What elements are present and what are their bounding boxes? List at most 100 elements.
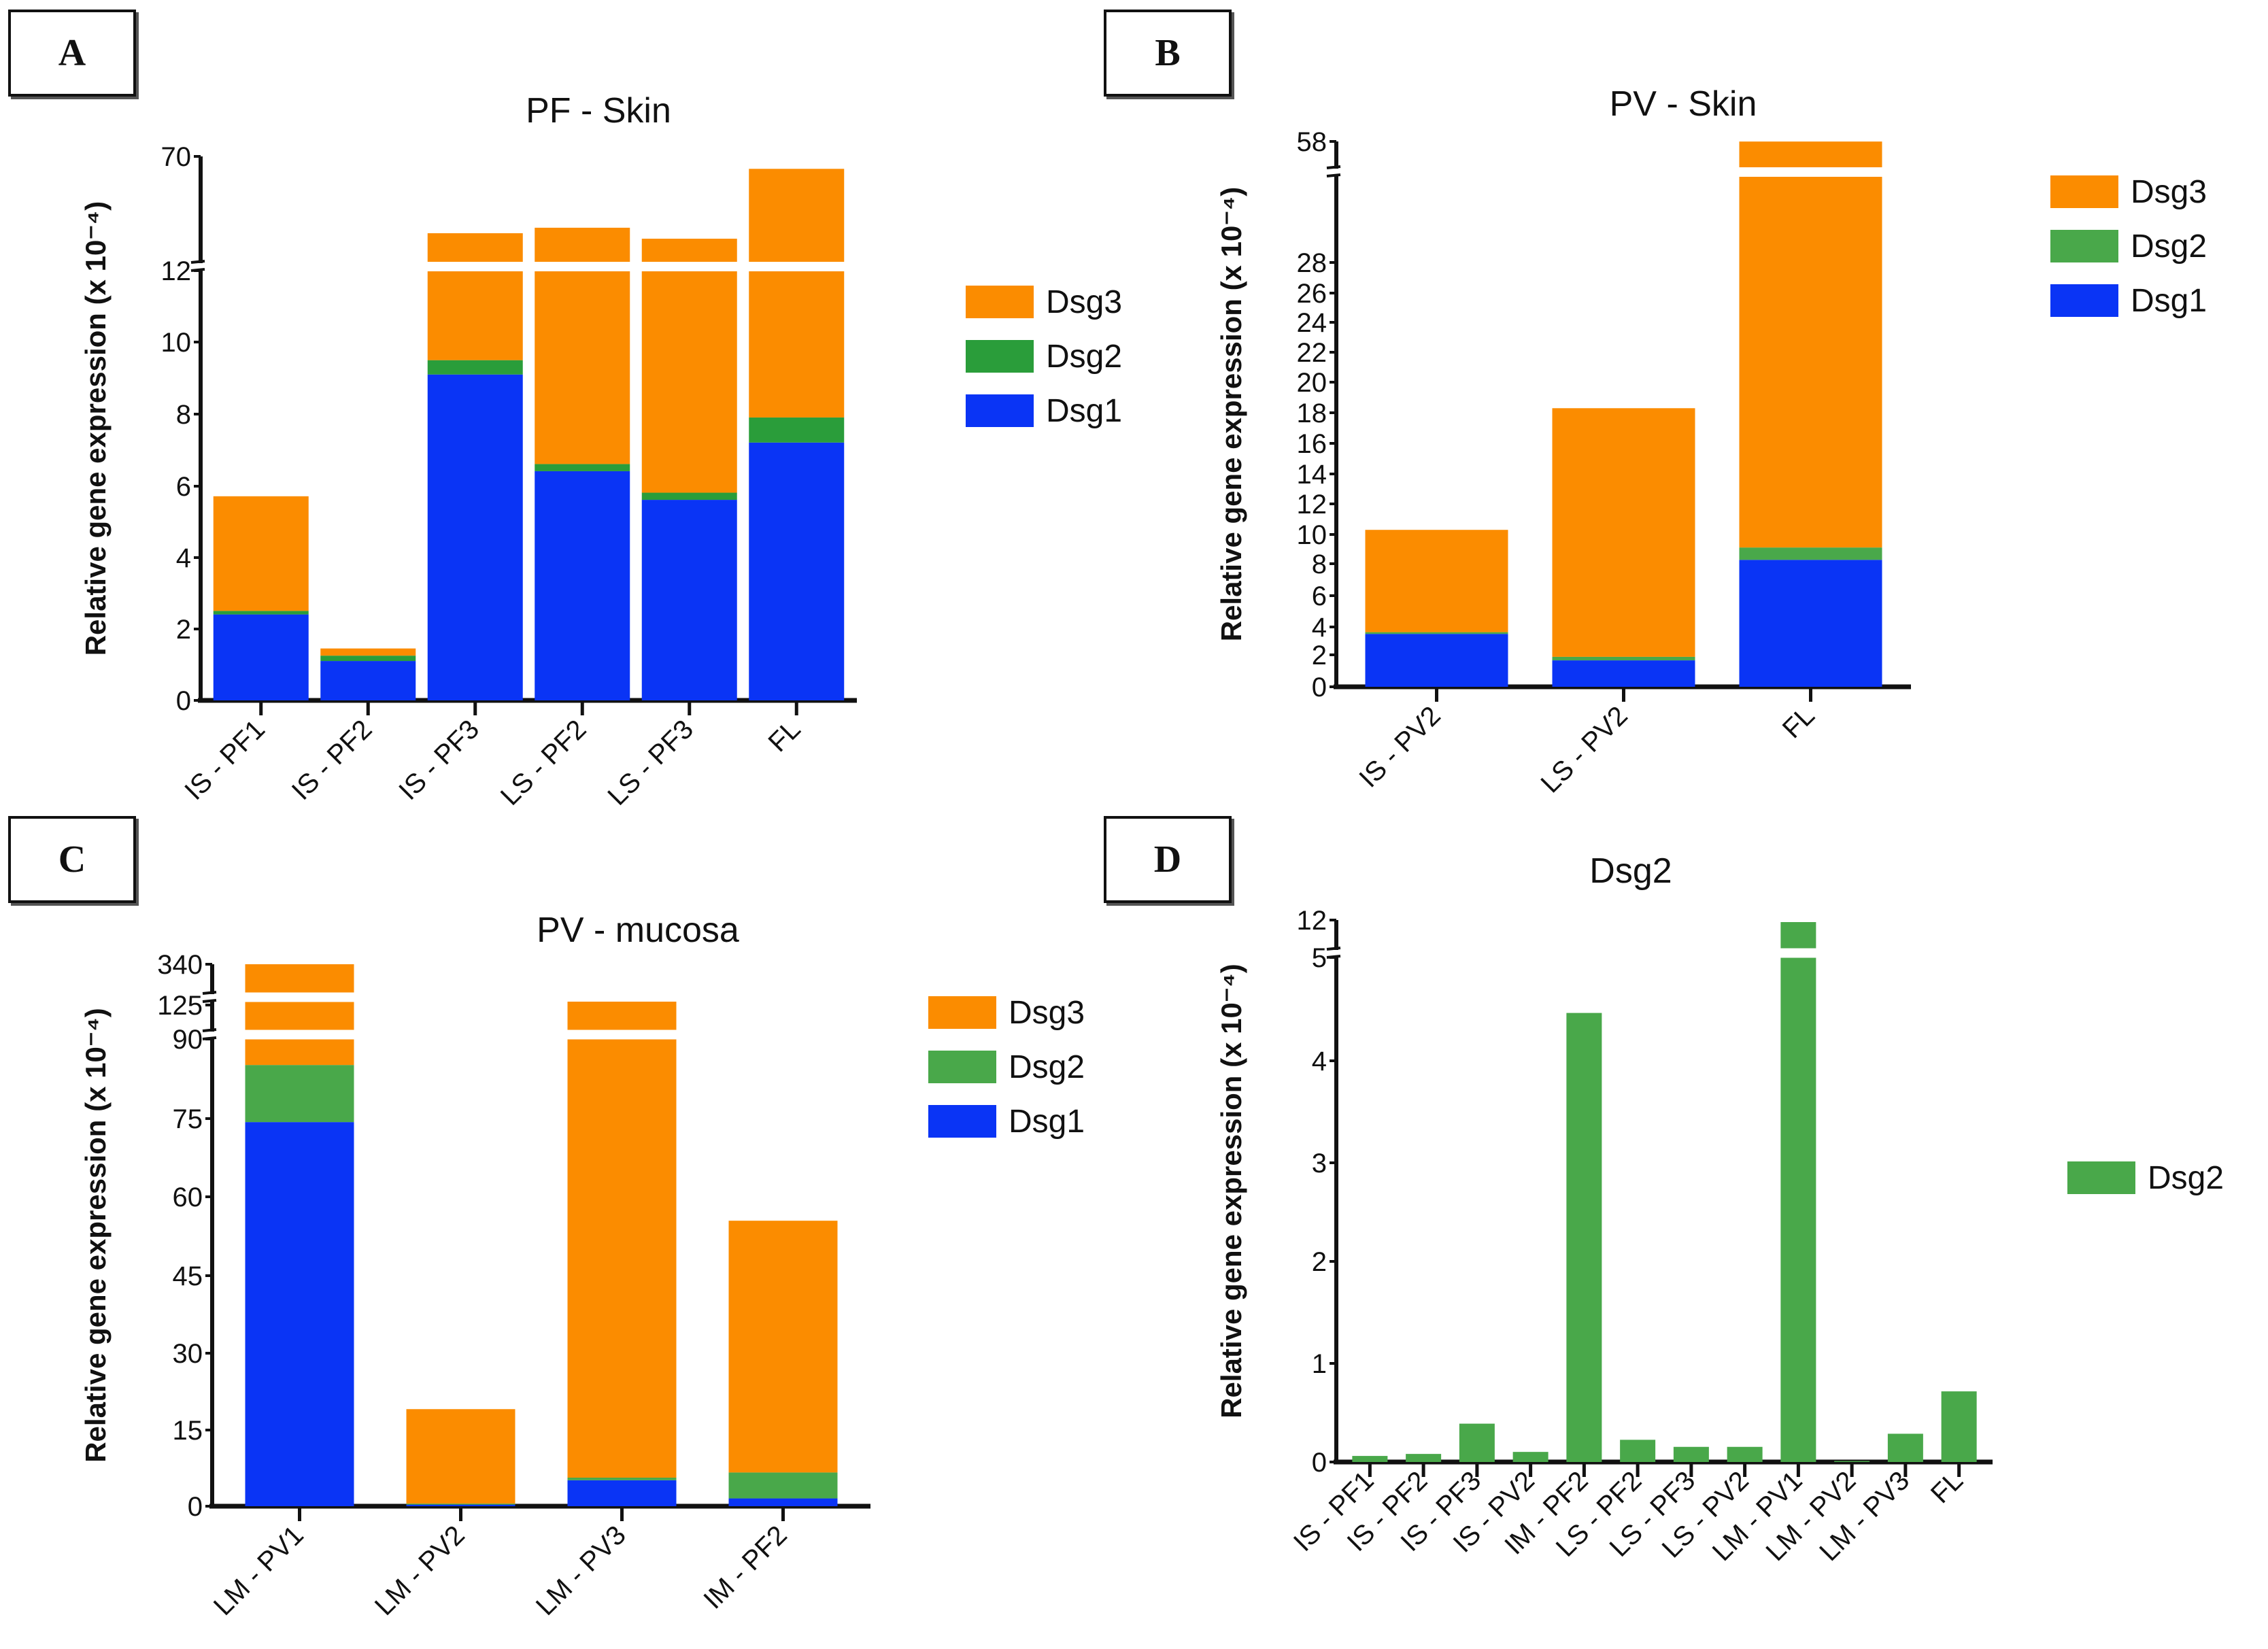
bar-segment-dsg3 bbox=[641, 239, 737, 493]
bar-segment-dsg1 bbox=[427, 374, 523, 700]
y-tick-label: 30 bbox=[173, 1339, 203, 1369]
legend-swatch-dsg2 bbox=[966, 340, 1034, 373]
bar-segment-dsg1 bbox=[1739, 560, 1882, 687]
bar-segment-dsg2 bbox=[245, 1065, 354, 1123]
bar-segment-dsg3 bbox=[320, 648, 416, 656]
legend-swatch-dsg1 bbox=[2050, 284, 2118, 317]
y-tick-label: 12 bbox=[1297, 906, 1327, 936]
x-tick-label: LS - PF3 bbox=[602, 714, 699, 811]
axis-break-mark bbox=[1326, 165, 1341, 169]
bar-break-gap bbox=[747, 262, 846, 271]
bar-segment-dsg3 bbox=[728, 1221, 838, 1473]
y-tick-label: 4 bbox=[1312, 1047, 1327, 1076]
bar-segment-dsg1 bbox=[1552, 660, 1695, 687]
y-tick-label: 8 bbox=[176, 400, 191, 430]
axis-break-mark bbox=[190, 260, 205, 264]
bar-segment-dsg3 bbox=[213, 496, 309, 611]
panel-label-d: D bbox=[1104, 816, 1232, 903]
bar-segment-dsg3 bbox=[1739, 141, 1882, 548]
y-tick-label: 6 bbox=[1312, 581, 1327, 611]
bar-segment-dsg2 bbox=[641, 492, 737, 500]
bar-segment-dsg2 bbox=[1673, 1446, 1709, 1462]
y-tick-label: 5 bbox=[1312, 943, 1327, 973]
bar-segment-dsg2 bbox=[320, 656, 416, 662]
legend-label-dsg2: Dsg2 bbox=[1009, 1049, 1085, 1085]
bar-segment-dsg2 bbox=[406, 1503, 515, 1505]
x-tick-label: IS - PV2 bbox=[1353, 700, 1446, 793]
bar-segment-dsg3 bbox=[245, 964, 354, 1066]
legend-label-dsg1: Dsg1 bbox=[2131, 283, 2207, 319]
chart-title: PV - Skin bbox=[1610, 84, 1757, 124]
y-tick-label: 14 bbox=[1297, 460, 1327, 490]
y-tick-label: 8 bbox=[1312, 549, 1327, 579]
bar-segment-dsg2 bbox=[567, 1478, 677, 1480]
legend-swatch-dsg3 bbox=[2050, 175, 2118, 208]
y-tick-label: 60 bbox=[173, 1183, 203, 1212]
chart-title: PF - Skin bbox=[526, 91, 671, 131]
bar-segment-dsg3 bbox=[1365, 530, 1508, 632]
bar-segment-dsg2 bbox=[535, 464, 630, 471]
bar-segment-dsg1 bbox=[1365, 634, 1508, 687]
bar-break-gap bbox=[243, 992, 356, 1002]
bar-segment-dsg2 bbox=[1352, 1456, 1388, 1462]
axis-break-gap bbox=[205, 994, 219, 1001]
legend-label-dsg2: Dsg2 bbox=[2148, 1160, 2224, 1196]
bar-segment-dsg2 bbox=[1727, 1446, 1763, 1462]
x-tick-label: LS - PF2 bbox=[495, 714, 592, 811]
bar-break-gap bbox=[640, 262, 739, 271]
bar-break-gap bbox=[533, 262, 632, 271]
legend-swatch-dsg3 bbox=[966, 286, 1034, 318]
bar-segment-dsg2 bbox=[1566, 1013, 1602, 1462]
bar-segment-dsg2 bbox=[1620, 1440, 1656, 1462]
y-tick-label: 15 bbox=[173, 1416, 203, 1446]
axis-break-mark bbox=[202, 999, 217, 1003]
legend-label-dsg2: Dsg2 bbox=[2131, 228, 2207, 265]
legend-swatch-dsg2 bbox=[2050, 230, 2118, 262]
y-tick-label: 6 bbox=[176, 472, 191, 502]
bar-break-gap bbox=[566, 1030, 678, 1040]
bar-segment-dsg2 bbox=[1887, 1433, 1923, 1462]
legend-label-dsg1: Dsg1 bbox=[1009, 1104, 1085, 1140]
x-tick-label: IS - PF1 bbox=[179, 714, 271, 806]
legend-label-dsg1: Dsg1 bbox=[1046, 393, 1122, 429]
bar-segment-dsg1 bbox=[728, 1498, 838, 1506]
bar-segment-dsg1 bbox=[245, 1122, 354, 1506]
bar-segment-dsg2 bbox=[427, 360, 523, 375]
y-tick-label: 4 bbox=[176, 543, 191, 573]
bar-segment-dsg1 bbox=[406, 1504, 515, 1506]
axis-break-mark bbox=[202, 991, 217, 995]
bar-segment-dsg2 bbox=[1365, 632, 1508, 634]
legend-label-dsg3: Dsg3 bbox=[2131, 174, 2207, 210]
y-tick-label: 22 bbox=[1297, 338, 1327, 368]
y-tick-label: 340 bbox=[157, 950, 203, 980]
axis-break-gap bbox=[1330, 950, 1343, 957]
axis-break-gap bbox=[1330, 169, 1343, 175]
y-axis-label: Relative gene expression (x 10⁻⁴) bbox=[1215, 187, 1247, 642]
y-axis-label: Relative gene expression (x 10⁻⁴) bbox=[1215, 964, 1247, 1418]
bar-break-gap bbox=[1738, 167, 1884, 177]
bar-break-gap bbox=[426, 262, 524, 271]
y-tick-label: 12 bbox=[1297, 490, 1327, 520]
axis-break-gap bbox=[194, 263, 207, 270]
bar-segment-dsg2 bbox=[213, 611, 309, 615]
bar-segment-dsg1 bbox=[213, 614, 309, 700]
legend-swatch-dsg2 bbox=[928, 1051, 996, 1083]
y-tick-label: 2 bbox=[1312, 1247, 1327, 1277]
y-tick-label: 1 bbox=[1312, 1349, 1327, 1379]
y-tick-label: 0 bbox=[188, 1492, 203, 1522]
chart-title: PV - mucosa bbox=[537, 911, 739, 950]
bar-segment-dsg3 bbox=[406, 1409, 515, 1504]
legend-swatch-dsg1 bbox=[966, 394, 1034, 427]
bar-segment-dsg2 bbox=[1512, 1452, 1548, 1462]
x-tick-label: IS - PF2 bbox=[286, 714, 378, 806]
y-axis-label: Relative gene expression (x 10⁻⁴) bbox=[80, 1008, 112, 1463]
bar-segment-dsg3 bbox=[749, 169, 845, 418]
bar-segment-dsg1 bbox=[749, 442, 845, 700]
y-tick-label: 3 bbox=[1312, 1149, 1327, 1178]
axis-break-mark bbox=[1326, 947, 1341, 951]
x-tick-label: LM - PV1 bbox=[208, 1520, 309, 1621]
bar-segment-dsg2 bbox=[1459, 1423, 1495, 1462]
bar-segment-dsg3 bbox=[427, 233, 523, 360]
y-tick-label: 28 bbox=[1297, 248, 1327, 278]
